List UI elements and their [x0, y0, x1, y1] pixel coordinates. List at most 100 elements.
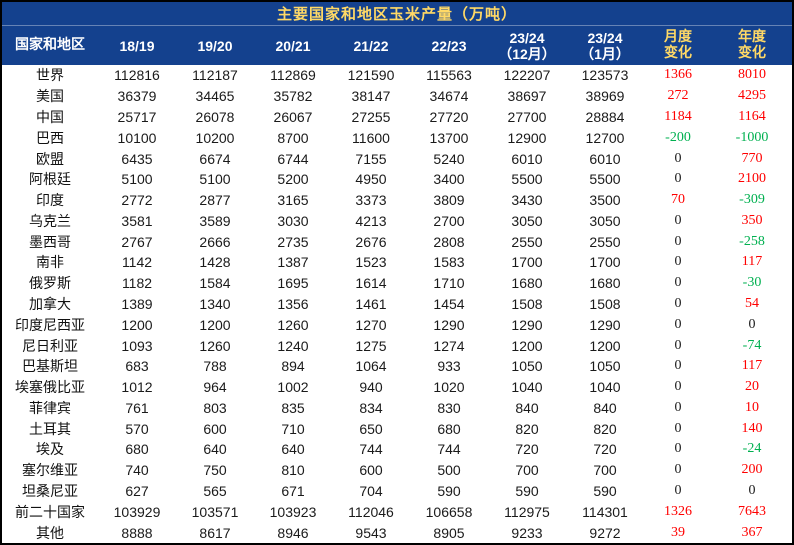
value-cell: 1680	[511, 275, 543, 292]
value-cell: 8617	[199, 524, 231, 541]
table-title: 主要国家和地区玉米产量（万吨）	[276, 7, 517, 23]
table-row: 前二十国家 103929 103571 103923 112046 106658 11297…	[2, 501, 792, 522]
value-cell: 7155	[355, 150, 387, 167]
column-header-0: 国家和地区	[15, 37, 85, 53]
value-cell: 933	[437, 358, 461, 375]
value-cell: 5100	[199, 171, 231, 188]
value-cell: 671	[281, 483, 305, 500]
value-cell: 1200	[589, 337, 621, 354]
country-cell: 欧盟	[36, 152, 64, 168]
table-row: 巴基斯坦 683 788 894 1064 933 1050 1050 0 117	[2, 356, 792, 377]
column-header-7: 23/24 （1月）	[580, 29, 630, 62]
country-cell: 印度	[36, 194, 64, 210]
value-cell: 1050	[589, 358, 621, 375]
yearly-change-cell: 54	[745, 295, 759, 311]
yearly-change-cell: -30	[742, 275, 762, 291]
value-cell: 680	[125, 441, 149, 458]
yearly-change-cell: 20	[745, 379, 759, 395]
value-cell: 3373	[355, 192, 387, 209]
value-cell: 106658	[425, 503, 473, 520]
yearly-change-cell: 350	[741, 212, 763, 228]
value-cell: 1454	[433, 295, 465, 312]
value-cell: 103929	[113, 503, 161, 520]
monthly-change-cell: 0	[674, 150, 682, 166]
value-cell: 115563	[426, 67, 472, 84]
value-cell: 26078	[195, 108, 235, 125]
monthly-change-cell: 0	[674, 462, 682, 478]
country-cell: 尼日利亚	[22, 339, 78, 355]
value-cell: 8888	[121, 524, 153, 541]
value-cell: 6744	[277, 150, 309, 167]
yearly-change-cell: 367	[741, 524, 763, 540]
value-cell: 27700	[507, 108, 547, 125]
value-cell: 2666	[199, 233, 231, 250]
yearly-change-cell: 10	[745, 399, 759, 415]
value-cell: 600	[359, 462, 383, 479]
table-row: 阿根廷 5100 5100 5200 4950 3400 5500 5500 0 2100	[2, 169, 792, 190]
value-cell: 112816	[114, 67, 160, 84]
value-cell: 5100	[121, 171, 153, 188]
yearly-change-cell: 4295	[738, 88, 766, 104]
value-cell: 1710	[433, 275, 465, 292]
table-row: 埃塞俄比亚 1012 964 1002 940 1020 1040 1040 0 20	[2, 377, 792, 398]
value-cell: 3589	[199, 212, 231, 229]
value-cell: 3400	[433, 171, 465, 188]
table-row: 俄罗斯 1182 1584 1695 1614 1710 1680 1680 0 -30	[2, 273, 792, 294]
monthly-change-cell: 0	[674, 441, 682, 457]
value-cell: 640	[281, 441, 305, 458]
value-cell: 3030	[277, 212, 309, 229]
value-cell: 2735	[277, 233, 309, 250]
column-header-8: 月度 变化	[664, 29, 692, 61]
yearly-change-cell: 770	[741, 150, 763, 166]
value-cell: 112975	[504, 503, 550, 520]
column-header-4: 21/22	[353, 37, 389, 54]
value-cell: 1240	[277, 337, 309, 354]
value-cell: 1340	[199, 295, 231, 312]
value-cell: 1142	[121, 254, 153, 271]
table-row: 菲律宾 761 803 835 834 830 840 840 0 10	[2, 398, 792, 419]
country-cell: 巴基斯坦	[22, 360, 78, 376]
value-cell: 11600	[352, 129, 390, 146]
value-cell: 25717	[117, 108, 157, 125]
table-body: 世界 112816 112187 112869 121590 115563 122207 12…	[2, 65, 792, 543]
value-cell: 8946	[277, 524, 309, 541]
value-cell: 1182	[121, 275, 153, 292]
table-row: 巴西 10100 10200 8700 11600 13700 12900 12700 -200…	[2, 127, 792, 148]
value-cell: 38697	[507, 88, 547, 105]
value-cell: 38147	[351, 88, 391, 105]
value-cell: 1290	[433, 316, 465, 333]
country-cell: 墨西哥	[29, 235, 71, 251]
country-cell: 埃塞俄比亚	[15, 381, 85, 397]
value-cell: 1002	[277, 379, 309, 396]
column-header-1: 18/19	[119, 37, 155, 54]
value-cell: 112187	[192, 67, 238, 84]
table-row: 埃及 680 640 640 744 744 720 720 0 -24	[2, 439, 792, 460]
value-cell: 12700	[585, 129, 625, 146]
value-cell: 1064	[355, 358, 387, 375]
value-cell: 2550	[589, 233, 621, 250]
yearly-change-cell: 0	[748, 483, 756, 499]
value-cell: 5500	[511, 171, 543, 188]
value-cell: 744	[437, 441, 461, 458]
value-cell: 3050	[511, 212, 543, 229]
value-cell: 1270	[355, 316, 387, 333]
monthly-change-cell: 0	[674, 358, 682, 374]
yearly-change-cell: 117	[741, 358, 763, 374]
value-cell: 28884	[585, 108, 625, 125]
value-cell: 2767	[121, 233, 153, 250]
value-cell: 700	[515, 462, 539, 479]
value-cell: 6010	[589, 150, 621, 167]
column-header-2: 19/20	[197, 37, 233, 54]
value-cell: 9272	[589, 524, 621, 541]
value-cell: 940	[359, 379, 383, 396]
value-cell: 894	[281, 358, 305, 375]
value-cell: 114301	[582, 503, 628, 520]
value-cell: 3581	[121, 212, 153, 229]
value-cell: 3430	[511, 192, 543, 209]
country-cell: 美国	[36, 90, 64, 106]
country-cell: 土耳其	[29, 422, 71, 438]
value-cell: 10100	[117, 129, 157, 146]
country-cell: 世界	[36, 69, 64, 85]
value-cell: 1274	[433, 337, 465, 354]
yearly-change-cell: 2100	[738, 171, 766, 187]
